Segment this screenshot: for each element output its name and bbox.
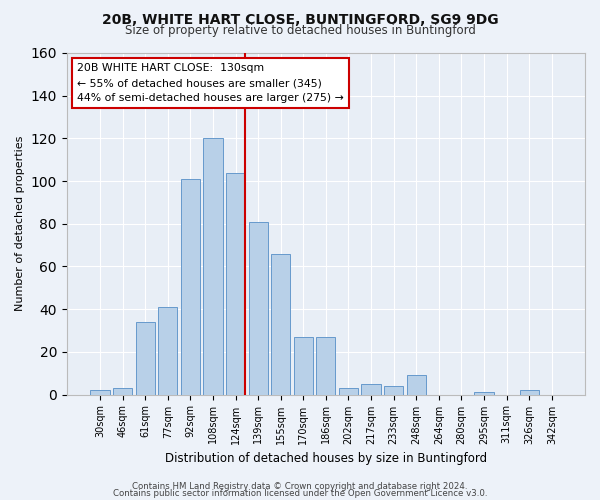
Bar [384,386,403,394]
Bar [181,179,200,394]
Bar [226,172,245,394]
Y-axis label: Number of detached properties: Number of detached properties [15,136,25,312]
Bar [316,337,335,394]
Bar [475,392,494,394]
Bar [293,337,313,394]
Bar [136,322,155,394]
X-axis label: Distribution of detached houses by size in Buntingford: Distribution of detached houses by size … [165,452,487,465]
Bar [361,384,380,394]
Bar [520,390,539,394]
Bar [248,222,268,394]
Text: Contains public sector information licensed under the Open Government Licence v3: Contains public sector information licen… [113,490,487,498]
Bar [203,138,223,394]
Bar [407,376,426,394]
Text: 20B, WHITE HART CLOSE, BUNTINGFORD, SG9 9DG: 20B, WHITE HART CLOSE, BUNTINGFORD, SG9 … [101,12,499,26]
Text: 20B WHITE HART CLOSE:  130sqm
← 55% of detached houses are smaller (345)
44% of : 20B WHITE HART CLOSE: 130sqm ← 55% of de… [77,63,344,103]
Bar [271,254,290,394]
Bar [339,388,358,394]
Text: Contains HM Land Registry data © Crown copyright and database right 2024.: Contains HM Land Registry data © Crown c… [132,482,468,491]
Bar [158,307,178,394]
Text: Size of property relative to detached houses in Buntingford: Size of property relative to detached ho… [125,24,475,37]
Bar [113,388,132,394]
Bar [91,390,110,394]
